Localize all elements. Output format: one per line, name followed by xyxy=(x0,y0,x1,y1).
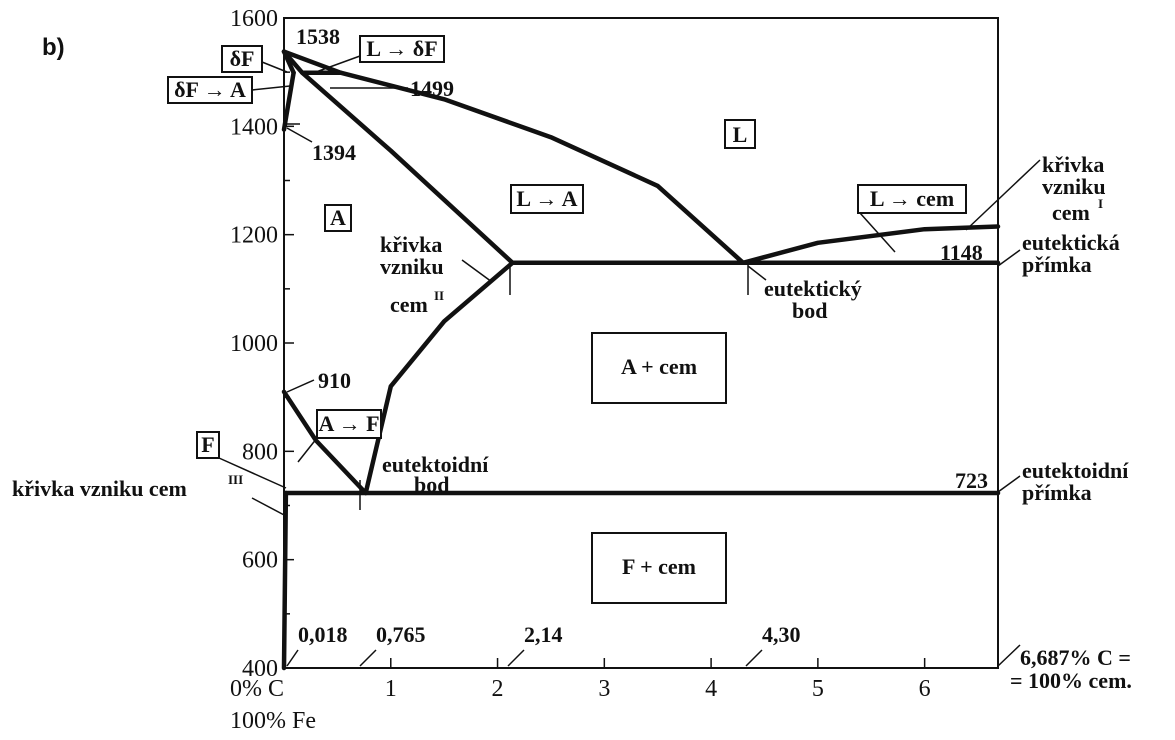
cem1-label-line-1: křivka xyxy=(1042,152,1104,177)
phase-boundary-line-5 xyxy=(281,70,296,132)
eutectic-line-line-2: přímka xyxy=(1022,252,1092,277)
eutectic-point-line-1: eutektický xyxy=(764,276,862,301)
x-tick-label: 1 xyxy=(385,676,397,702)
label-a-to-f: A → F xyxy=(318,411,379,436)
leader-l-to-cem xyxy=(859,212,896,253)
leader-delta-f-to-a xyxy=(251,85,291,91)
leader-2-14 xyxy=(507,649,525,667)
temp-1538: 1538 xyxy=(296,24,340,49)
y-tick-label: 1000 xyxy=(230,331,278,357)
y-tick-label: 1200 xyxy=(230,223,278,249)
phase-boundary-line-9 xyxy=(281,490,289,671)
x-end-label-line-1: 6,687% C = xyxy=(1020,645,1131,670)
y-axis-ticks: 400 600 800 1000 1200 1400 1600 xyxy=(230,6,294,682)
x-tick-label: 6 xyxy=(919,676,931,702)
label-delta-f: δF xyxy=(230,46,255,71)
temp-1394: 1394 xyxy=(312,140,356,165)
phase-boundary-line-7 xyxy=(363,260,515,496)
leader-cem3 xyxy=(251,497,287,517)
y-tick-label: 1600 xyxy=(230,6,278,32)
label-l-to-cem: L → cem xyxy=(870,186,954,211)
leader-4-30 xyxy=(745,649,763,667)
x-tick-label: 5 xyxy=(812,676,824,702)
leader-eutectic-line xyxy=(997,249,1021,267)
panel-label: b) xyxy=(42,34,65,61)
eutectoid-point-line-2: bod xyxy=(414,472,449,497)
comp-0-018: 0,018 xyxy=(298,622,348,647)
comp-2-14: 2,14 xyxy=(524,622,563,647)
x-axis-ticks: 1 2 3 4 5 6 xyxy=(385,658,931,702)
box-l-to-delta-f xyxy=(359,35,445,63)
box-l xyxy=(724,119,756,149)
phase-boundaries xyxy=(281,49,1001,671)
leader-cem2 xyxy=(461,259,493,283)
y-tick-label: 400 xyxy=(242,656,278,682)
cem1-label-line-2: vzniku xyxy=(1042,174,1106,199)
eutectoid-line-line-1: eutektoidní xyxy=(1022,458,1129,483)
cem3-label: křivka vzniku cem xyxy=(12,476,187,501)
leader-0-765 xyxy=(359,649,377,667)
phase-boundary-line-4 xyxy=(281,49,296,75)
cem2-label-line-2: vzniku xyxy=(380,254,444,279)
leader-6-687 xyxy=(997,644,1021,667)
label-f: F xyxy=(201,432,214,457)
cem1-label-sup: I xyxy=(1098,196,1103,211)
label-a-plus-cem: A + cem xyxy=(621,354,697,379)
leader-f xyxy=(218,457,287,489)
cem2-label-sup: II xyxy=(434,288,444,303)
eutectoid-point-line-1: eutektoidní xyxy=(382,452,489,477)
leader-delta-f xyxy=(261,61,288,73)
x-origin-label-line-1: 0% C xyxy=(230,676,284,702)
comp-0-765: 0,765 xyxy=(376,622,426,647)
box-delta-f-to-a xyxy=(167,76,253,104)
leader-1394 xyxy=(286,127,313,143)
temp-723: 723 xyxy=(955,468,988,493)
x-tick-label: 3 xyxy=(598,676,610,702)
label-l-to-a: L → A xyxy=(516,186,577,211)
y-tick-label: 1400 xyxy=(230,114,278,140)
label-delta-f-to-a: δF → A xyxy=(174,77,246,102)
label-f-plus-cem: F + cem xyxy=(622,554,696,579)
eutectic-line-line-1: eutektická xyxy=(1022,230,1120,255)
label-l-to-delta-f: L → δF xyxy=(366,36,437,61)
phase-boundary-line-2 xyxy=(281,49,746,266)
comp-4-30: 4,30 xyxy=(762,622,801,647)
leader-l-to-delta-f xyxy=(315,55,361,73)
temp-1148: 1148 xyxy=(940,240,983,265)
cem3-label-sup: III xyxy=(228,472,243,487)
leader-0-018 xyxy=(286,649,299,667)
eutectic-point-line-2: bod xyxy=(792,298,827,323)
x-tick-label: 2 xyxy=(492,676,504,702)
temp-910: 910 xyxy=(318,368,351,393)
cem1-label-line-3: cem xyxy=(1052,200,1090,225)
label-l: L xyxy=(733,122,748,147)
cem2-label-line-1: křivka xyxy=(380,232,442,257)
box-f-plus-cem xyxy=(591,532,727,604)
leader-cem1 xyxy=(965,159,1041,231)
y-tick-label: 600 xyxy=(242,548,278,574)
leader-910 xyxy=(286,379,315,393)
phase-boundary-line-6 xyxy=(299,70,515,266)
phase-boundary-line-8 xyxy=(281,389,368,496)
x-tick-label: 4 xyxy=(705,676,717,702)
box-f xyxy=(196,431,220,459)
temp-1499: 1499 xyxy=(410,76,454,101)
box-l-to-cem xyxy=(857,184,967,214)
box-delta-f xyxy=(221,45,263,73)
box-a-to-f xyxy=(316,409,382,439)
x-end-label-line-2: = 100% cem. xyxy=(1010,668,1132,693)
x-origin-label-line-2: 100% Fe xyxy=(230,708,316,734)
cem2-label-line-3: cem xyxy=(390,292,428,317)
label-a: A xyxy=(330,205,346,230)
leader-eutectic-point xyxy=(747,265,767,281)
phase-boundary-line-3 xyxy=(740,224,1001,266)
box-a xyxy=(324,204,352,232)
box-l-to-a xyxy=(510,184,584,214)
leader-a-to-f xyxy=(297,437,318,463)
leader-eutectoid-line xyxy=(997,475,1021,493)
y-tick-label: 800 xyxy=(242,439,278,465)
box-a-plus-cem xyxy=(591,332,727,404)
eutectoid-line-line-2: přímka xyxy=(1022,480,1092,505)
